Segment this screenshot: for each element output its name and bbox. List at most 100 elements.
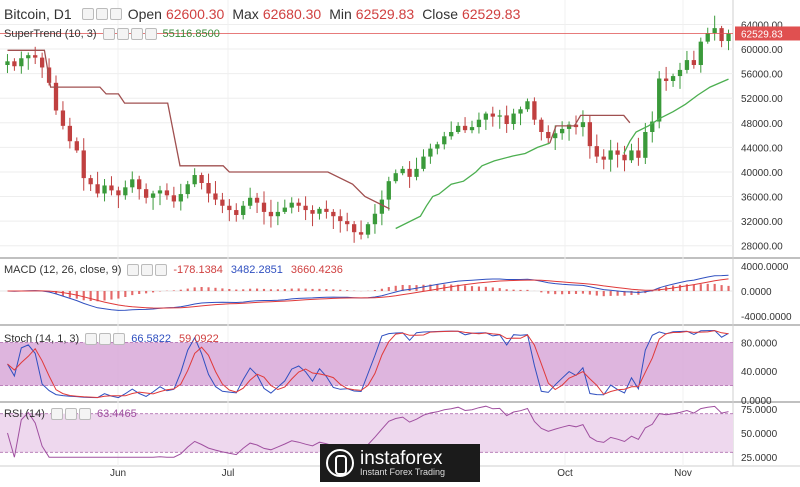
- candle-body: [303, 205, 308, 211]
- candle-body: [553, 133, 558, 139]
- symbol-title: Bitcoin, D1: [4, 6, 72, 22]
- candle-body: [5, 61, 10, 66]
- price-tick-label: 60000.00: [741, 45, 783, 56]
- time-tick-label: Oct: [557, 468, 573, 479]
- supertrend-up-line: [395, 142, 551, 230]
- candle-body: [601, 156, 606, 160]
- settings-icon[interactable]: [116, 28, 129, 40]
- candle-body: [615, 150, 620, 155]
- macd-legend: MACD (12, 26, close, 9) -178.1384 3482.2…: [4, 264, 351, 276]
- stoch-buttons[interactable]: [85, 333, 126, 345]
- price-tick-label: 56000.00: [741, 70, 783, 81]
- candle-body: [164, 190, 170, 196]
- candle-body: [296, 202, 301, 206]
- candle-body: [525, 101, 530, 110]
- candle-body: [705, 33, 710, 42]
- candle-body: [719, 28, 724, 42]
- price-tick-label: 40000.00: [741, 168, 783, 179]
- candle-body: [650, 121, 655, 132]
- supertrend-buttons[interactable]: [102, 28, 157, 40]
- legend-buttons[interactable]: [81, 8, 122, 20]
- candle-body: [289, 202, 294, 208]
- candle-body: [143, 189, 149, 198]
- candle-body: [254, 197, 260, 203]
- macd-label: MACD (12, 26, close, 9): [4, 264, 122, 276]
- candle-body: [684, 60, 690, 70]
- candle-body: [428, 148, 433, 157]
- rsi-tick-label: 75.0000: [741, 405, 778, 416]
- candle-body: [449, 132, 454, 137]
- candle-body: [247, 197, 253, 206]
- candle-body: [539, 119, 544, 132]
- min-label: Min: [329, 6, 352, 22]
- candle-body: [178, 194, 183, 202]
- candle-body: [490, 113, 495, 117]
- candle-body: [636, 150, 641, 158]
- close-icon[interactable]: [130, 28, 143, 40]
- candle-body: [19, 58, 24, 67]
- settings-icon[interactable]: [64, 408, 77, 420]
- last-price-label: 62529.83: [741, 29, 783, 40]
- candle-body: [629, 150, 634, 161]
- rsi-buttons[interactable]: [50, 408, 91, 420]
- instaforex-logo-icon: [326, 449, 354, 477]
- stoch-tick-label: 0.0000: [741, 396, 772, 407]
- candle-body: [241, 205, 246, 215]
- stoch-legend: Stoch (14, 1, 3) 66.5822 59.0922: [4, 333, 227, 345]
- candle-body: [157, 190, 163, 194]
- close-icon[interactable]: [109, 8, 122, 20]
- supertrend-legend: SuperTrend (10, 3) 55116.8500: [4, 28, 220, 40]
- candle-body: [608, 150, 613, 160]
- macd-line: [7, 274, 729, 311]
- candle-body: [386, 181, 391, 200]
- candle-body: [338, 216, 343, 222]
- rsi-tick-label: 50.0000: [741, 429, 778, 440]
- eye-icon[interactable]: [50, 408, 63, 420]
- stoch-label: Stoch (14, 1, 3): [4, 333, 80, 345]
- candle-body: [532, 101, 537, 120]
- candle-body: [12, 61, 17, 67]
- candle-body: [268, 211, 274, 217]
- eye-icon[interactable]: [127, 264, 140, 276]
- eye-icon[interactable]: [81, 8, 94, 20]
- close-icon[interactable]: [78, 408, 91, 420]
- macd-line-value: 3482.2851: [230, 264, 283, 276]
- close-icon[interactable]: [155, 264, 168, 276]
- candle-body: [310, 210, 315, 214]
- watermark-brand: instaforex: [360, 448, 443, 469]
- eye-icon[interactable]: [102, 28, 115, 40]
- candle-body: [580, 122, 586, 128]
- rsi-label: RSI (14): [4, 408, 45, 420]
- candle-body: [476, 119, 482, 128]
- price-tick-label: 44000.00: [741, 143, 783, 154]
- candle-body: [643, 132, 648, 158]
- stoch-k-line: [7, 329, 729, 399]
- time-tick-label: Jul: [222, 468, 235, 479]
- candle-body: [393, 173, 398, 182]
- macd-buttons[interactable]: [127, 264, 168, 276]
- candle-body: [261, 202, 267, 212]
- candle-body: [345, 221, 350, 225]
- candle-body: [39, 57, 45, 68]
- candle-body: [622, 154, 627, 161]
- macd-tick-label: -4000.0000: [741, 312, 792, 323]
- settings-icon[interactable]: [95, 8, 108, 20]
- candle-body: [677, 69, 683, 77]
- more-icon[interactable]: [144, 28, 157, 40]
- rsi-legend: RSI (14) 63.4465: [4, 408, 145, 420]
- candle-body: [559, 128, 565, 134]
- eye-icon[interactable]: [85, 333, 98, 345]
- supertrend-label: SuperTrend (10, 3): [4, 28, 97, 40]
- close-label: Close: [422, 6, 458, 22]
- main-legend: Bitcoin, D1 Open 62600.30 Max 62680.30 M…: [4, 6, 528, 22]
- candle-body: [102, 185, 107, 194]
- settings-icon[interactable]: [99, 333, 112, 345]
- candle-body: [351, 224, 357, 233]
- candle-body: [657, 78, 662, 122]
- price-tick-label: 52000.00: [741, 94, 783, 105]
- close-icon[interactable]: [113, 333, 126, 345]
- settings-icon[interactable]: [141, 264, 154, 276]
- stoch-tick-label: 80.0000: [741, 338, 778, 349]
- candle-body: [469, 127, 475, 131]
